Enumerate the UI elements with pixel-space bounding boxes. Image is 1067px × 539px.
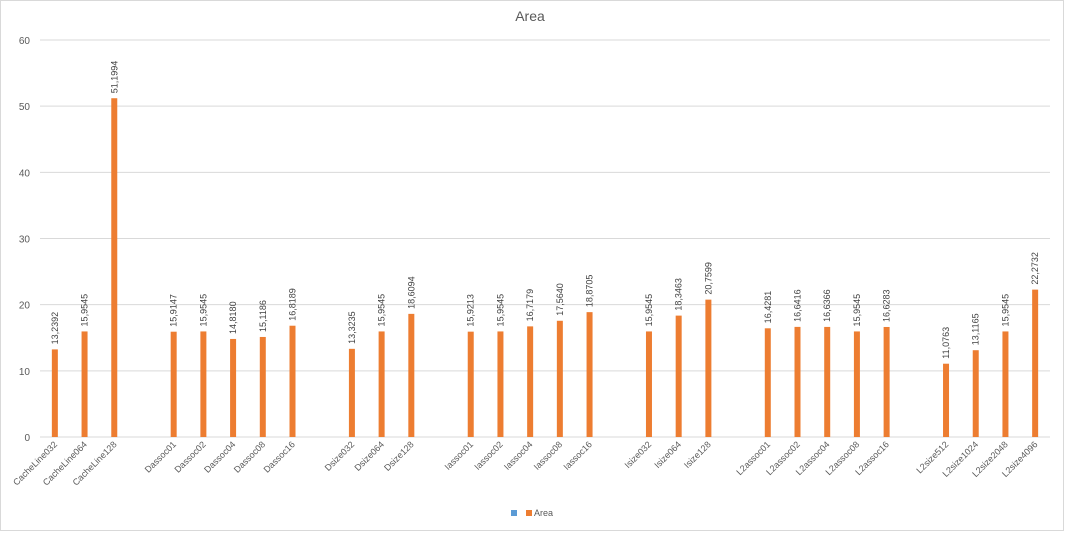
data-label: 16,6366 — [822, 289, 832, 322]
bar — [853, 331, 860, 437]
bar — [467, 331, 474, 437]
data-label: 18,3463 — [674, 278, 684, 311]
bar-series-area — [51, 98, 1039, 437]
data-label: 20,7599 — [703, 262, 713, 295]
y-tick-label: 10 — [19, 367, 31, 378]
data-label: 15,9213 — [466, 294, 476, 327]
data-label: 15,9545 — [80, 294, 90, 327]
legend: Area — [511, 508, 553, 518]
data-label: 13,3235 — [347, 311, 357, 344]
data-label: 13,1165 — [971, 313, 981, 345]
bar — [81, 331, 88, 437]
bar — [200, 331, 207, 437]
data-label: 15,9545 — [377, 294, 387, 327]
y-tick-label: 30 — [19, 235, 31, 246]
y-tick-label: 60 — [19, 36, 31, 47]
bar — [943, 363, 950, 437]
legend-marker-series-1 — [511, 510, 517, 516]
bar — [1002, 331, 1009, 437]
bar — [972, 350, 979, 437]
data-label: 15,9545 — [495, 294, 505, 327]
bar — [556, 320, 563, 437]
bar — [705, 299, 712, 437]
bar — [1032, 289, 1039, 437]
data-label: 15,9545 — [852, 294, 862, 327]
y-axis-tick-labels: 0 10 20 30 40 50 60 — [19, 36, 31, 444]
data-label: 18,8705 — [585, 275, 595, 308]
bar — [497, 331, 504, 437]
data-label: 15,9545 — [1000, 294, 1010, 327]
bar — [527, 326, 534, 437]
data-label: 17,5640 — [555, 283, 565, 316]
bar — [408, 313, 415, 437]
bar — [883, 326, 890, 437]
data-label: 16,4281 — [763, 291, 773, 324]
data-label: 51,1994 — [109, 61, 119, 94]
y-tick-label: 0 — [24, 433, 30, 444]
y-tick-label: 50 — [19, 102, 31, 113]
bar — [348, 348, 355, 437]
data-label: 14,8180 — [228, 301, 238, 334]
bar — [170, 331, 177, 437]
bar — [824, 326, 831, 437]
bar — [230, 338, 237, 437]
gridlines — [40, 39, 1050, 438]
bar — [378, 331, 385, 437]
data-label: 11,0763 — [941, 327, 951, 359]
data-label: 13,2392 — [50, 312, 60, 345]
data-label: 18,6094 — [406, 276, 416, 309]
data-label: 16,7179 — [525, 289, 535, 322]
data-label: 16,6283 — [882, 289, 892, 322]
bar — [645, 331, 652, 437]
bar — [764, 328, 771, 437]
bar — [794, 326, 801, 437]
bar — [675, 315, 682, 437]
legend-marker-area — [526, 510, 532, 516]
bar — [289, 325, 296, 437]
data-label: 22,2732 — [1030, 252, 1040, 285]
data-label: 15,9147 — [169, 294, 179, 327]
data-label: 16,8189 — [288, 288, 298, 321]
data-label: 16,6416 — [793, 289, 803, 322]
data-label: 15,9545 — [644, 294, 654, 327]
data-label: 15,9545 — [198, 294, 208, 327]
bar — [259, 336, 266, 437]
bar — [111, 98, 118, 437]
y-tick-label: 40 — [19, 168, 31, 179]
data-label: 15,1186 — [258, 300, 268, 332]
legend-label-area: Area — [534, 508, 553, 518]
chart-title: Area — [515, 8, 545, 24]
y-tick-label: 20 — [19, 301, 31, 312]
bar — [586, 312, 593, 437]
bar — [51, 349, 58, 437]
data-labels: 13,2392 15,9545 51,1994 15,9147 15,9545 14,81… — [50, 61, 1040, 359]
